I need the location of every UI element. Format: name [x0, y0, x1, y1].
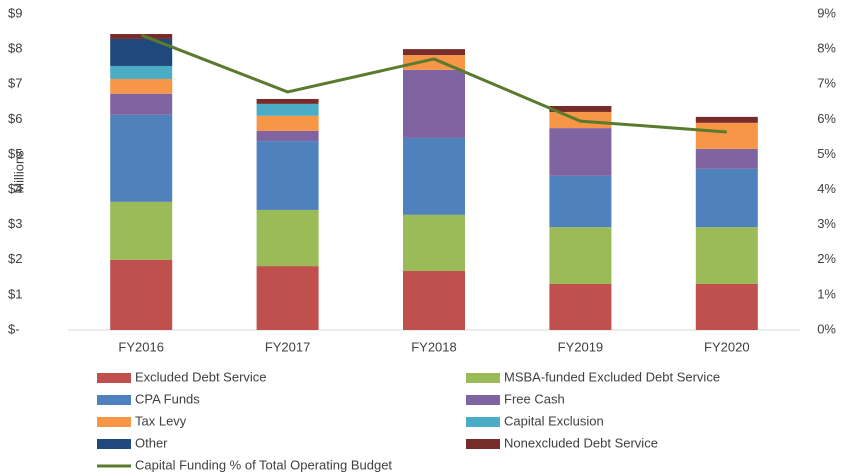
y-tick-label: $6: [8, 111, 22, 126]
y2-tick-label: 4%: [817, 181, 836, 196]
bar-segment: [403, 49, 465, 56]
y2-tick-label: 0%: [817, 321, 836, 336]
y-tick-label: $8: [8, 41, 22, 56]
y2-tick-label: 6%: [817, 111, 836, 126]
legend-label: Other: [135, 435, 168, 450]
legend-label: Tax Levy: [135, 413, 187, 428]
bar-segment: [695, 122, 758, 149]
legend-label: Excluded Debt Service: [135, 369, 267, 384]
bar-segment: [695, 227, 758, 285]
bar-segment: [695, 284, 758, 330]
legend-swatch: [97, 417, 131, 427]
bar-segment: [256, 141, 319, 210]
y2-tick-label: 7%: [817, 76, 836, 91]
legend-label: Free Cash: [504, 391, 565, 406]
line-series: [140, 33, 727, 134]
bar-segment: [110, 65, 173, 79]
legend-swatch: [97, 373, 131, 383]
bar-segment: [549, 227, 612, 285]
bar-segment: [110, 78, 173, 94]
x-tick-label: FY2016: [118, 339, 164, 354]
legend-swatch: [466, 395, 500, 405]
bar-segment: [110, 93, 173, 115]
y-tick-label: $3: [8, 216, 22, 231]
legend-label: MSBA-funded Excluded Debt Service: [504, 369, 720, 384]
x-tick-label: FY2017: [265, 339, 311, 354]
bar-segment: [695, 168, 758, 228]
legend-swatch: [97, 439, 131, 449]
legend-swatch: [466, 373, 500, 383]
y-tick-label: $9: [8, 5, 22, 20]
bar-segment: [549, 284, 612, 330]
bar-segment: [403, 271, 465, 330]
bar-segment: [110, 114, 173, 202]
bar-segment: [549, 105, 612, 112]
y-axis-title: Millions: [11, 150, 26, 194]
y-tick-label: $5: [8, 146, 22, 161]
bar-segment: [256, 266, 319, 330]
legend-swatch: [466, 439, 500, 449]
x-tick-label: FY2018: [411, 339, 457, 354]
bar-segment: [549, 128, 612, 176]
y-tick-label: $4: [8, 181, 22, 196]
bar-segment: [695, 148, 758, 169]
y2-tick-label: 1%: [817, 286, 836, 301]
y2-tick-label: 3%: [817, 216, 836, 231]
legend-label: CPA Funds: [135, 391, 200, 406]
y-tick-label: $2: [8, 251, 22, 266]
y-tick-label: $-: [8, 321, 20, 336]
y2-tick-label: 5%: [817, 146, 836, 161]
y2-tick-label: 8%: [817, 41, 836, 56]
bar-segment: [256, 209, 319, 267]
bar-segment: [256, 98, 319, 104]
bar-segment: [256, 103, 319, 116]
y-tick-label: $7: [8, 76, 22, 91]
y-tick-label: $1: [8, 286, 22, 301]
legend-label: Nonexcluded Debt Service: [504, 435, 658, 450]
bar-segment: [403, 214, 465, 272]
bar-segment: [403, 69, 465, 138]
bar-segment: [110, 201, 173, 260]
legend-swatch: [466, 417, 500, 427]
y2-tick-label: 9%: [817, 5, 836, 20]
bar-segment: [549, 175, 612, 228]
bar-segment: [256, 130, 319, 142]
y2-tick-label: 2%: [817, 251, 836, 266]
bar-segment: [256, 115, 319, 131]
bar-segment: [695, 116, 758, 123]
x-tick-label: FY2020: [704, 339, 750, 354]
bar-segment: [110, 259, 173, 330]
legend-label: Capital Funding % of Total Operating Bud…: [135, 457, 392, 472]
x-tick-label: FY2019: [558, 339, 604, 354]
legend-label: Capital Exclusion: [504, 413, 604, 428]
legend-swatch: [97, 395, 131, 405]
bar-segment: [403, 137, 465, 215]
